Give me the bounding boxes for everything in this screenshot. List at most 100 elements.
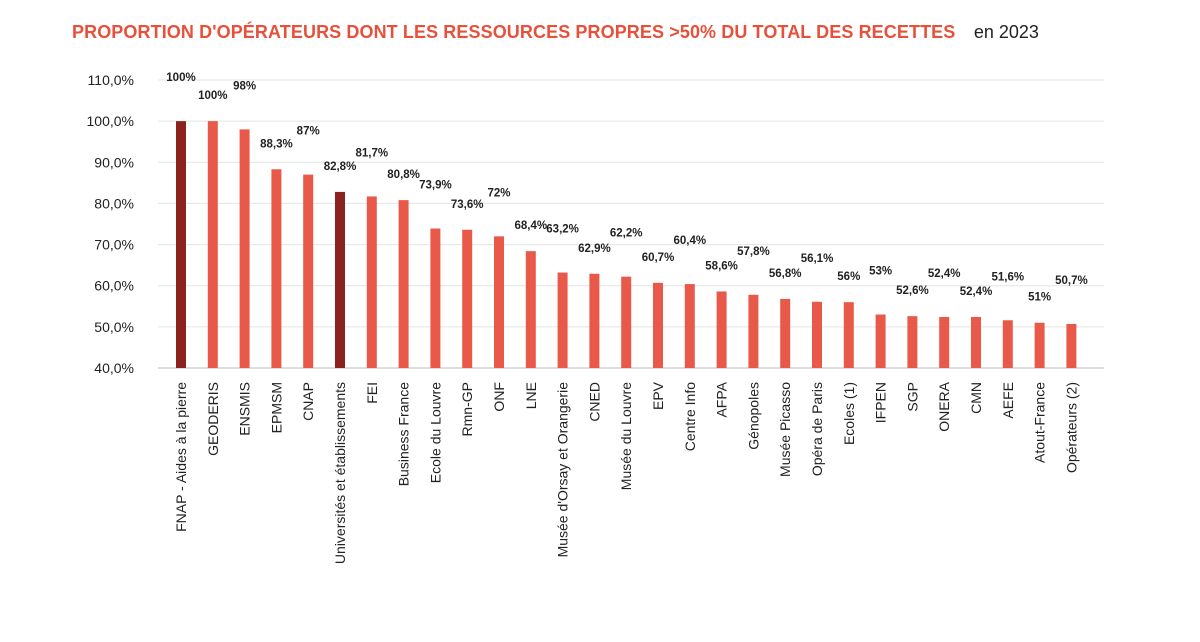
x-tick-label: ENSMIS	[237, 382, 253, 436]
data-label: 80,8%	[387, 169, 420, 181]
bar	[589, 273, 600, 368]
x-tick-label: AEFE	[1000, 382, 1016, 419]
data-label: 72%	[487, 187, 510, 199]
data-label: 73,9%	[419, 180, 452, 192]
x-tick-label: Business France	[396, 382, 412, 486]
data-label: 68,4%	[514, 220, 547, 232]
bar	[748, 294, 759, 368]
chart-title-row: PROPORTION D'OPÉRATEURS DONT LES RESSOUR…	[72, 22, 1039, 43]
data-label: 53%	[869, 266, 892, 278]
data-label: 56%	[837, 271, 860, 283]
data-label: 51,6%	[991, 271, 1024, 283]
data-label: 63,2%	[546, 224, 579, 236]
x-tick-label: Ecoles (1)	[841, 382, 857, 445]
bar	[812, 301, 822, 368]
bars	[176, 121, 1077, 369]
y-tick-label: 80,0%	[94, 195, 134, 211]
y-tick-label: 100,0%	[87, 113, 134, 129]
data-label: 87%	[297, 126, 320, 138]
data-label: 73,6%	[451, 199, 484, 211]
bar	[430, 228, 441, 368]
x-tick-label: EPV	[650, 381, 666, 410]
bar	[621, 276, 632, 368]
y-tick-label: 60,0%	[94, 278, 134, 294]
bar	[1002, 320, 1013, 368]
x-tick-label: ONF	[491, 382, 507, 412]
bar	[525, 251, 536, 368]
bar	[398, 200, 409, 368]
bar	[462, 229, 473, 368]
bar	[494, 236, 504, 368]
bar	[557, 272, 568, 368]
bar	[716, 291, 727, 368]
data-label: 81,7%	[355, 147, 388, 159]
data-label: 56,8%	[769, 268, 802, 280]
x-tick-label: IFPEN	[873, 382, 889, 423]
data-label: 100%	[166, 72, 195, 84]
data-label: 57,8%	[737, 246, 770, 258]
chart-title: PROPORTION D'OPÉRATEURS DONT LES RESSOUR…	[72, 22, 956, 42]
x-tick-label: Universités et établissements	[332, 382, 348, 564]
x-tick-label: AFPA	[714, 381, 730, 417]
bar	[684, 284, 695, 368]
data-label: 52,4%	[960, 286, 993, 298]
bar	[653, 282, 663, 368]
x-tick-label: FEI	[364, 382, 380, 404]
x-tick-label: GEODERIS	[205, 382, 221, 456]
x-tick-label: ONERA	[936, 381, 952, 431]
data-labels: 100%100% 98% 88,3% 87% 82,8% 81,7% 80,8%73,9% 7…	[166, 72, 1087, 304]
x-tick-label: Ecole du Louvre	[427, 382, 443, 483]
data-label: 60,7%	[642, 252, 675, 264]
data-label: 52,6%	[896, 285, 929, 297]
bar	[207, 121, 218, 369]
x-tick-label: EPMSM	[268, 382, 284, 433]
x-tick-label: FNAP - Aides à la pierre	[173, 382, 189, 532]
y-tick-label: 50,0%	[94, 319, 134, 335]
x-tick-label: Opéra de Paris	[809, 382, 825, 476]
data-label: 62,2%	[610, 228, 643, 240]
data-label: 60,4%	[673, 235, 706, 247]
data-label: 51%	[1028, 292, 1051, 304]
x-tick-label: Musée du Louvre	[618, 382, 634, 490]
bar	[1034, 322, 1045, 368]
x-tick-label: Opérateurs (2)	[1063, 382, 1079, 473]
bar	[271, 169, 282, 368]
bar	[303, 174, 314, 368]
bar	[780, 298, 791, 368]
data-label: 50,7%	[1055, 275, 1088, 287]
x-tick-label: Atout-France	[1032, 382, 1048, 463]
bar	[335, 191, 345, 368]
bar	[366, 196, 377, 368]
x-tick-label: LNE	[523, 382, 539, 409]
x-tick-label: Génopoles	[745, 382, 761, 450]
y-axis-ticks: 110,0% 100,0% 90,0% 80,0% 70,0% 60,0% 50,0% 40,…	[87, 72, 134, 376]
x-tick-label: CNAP	[300, 382, 316, 421]
data-label: 98%	[233, 80, 256, 92]
data-label: 52,4%	[928, 268, 961, 280]
x-tick-label: CNED	[586, 382, 602, 422]
bar	[1066, 323, 1077, 368]
x-tick-label: Rmn-GP	[459, 382, 475, 436]
chart-subtitle: en 2023	[973, 22, 1039, 42]
bar	[843, 302, 854, 368]
y-tick-label: 40,0%	[94, 360, 134, 376]
data-label: 88,3%	[260, 138, 293, 150]
data-label: 62,9%	[578, 243, 611, 255]
bar	[939, 316, 950, 368]
x-tick-label: SGP	[904, 382, 920, 412]
data-label: 58,6%	[705, 260, 738, 272]
data-label: 82,8%	[324, 161, 357, 173]
bar	[176, 121, 186, 369]
bar	[907, 316, 918, 368]
data-label: 56,1%	[801, 253, 834, 265]
x-tick-label: Centre Info	[682, 382, 698, 451]
x-tick-label: Musée d'Orsay et Orangerie	[555, 382, 571, 558]
y-tick-label: 70,0%	[94, 237, 134, 253]
bar	[875, 314, 886, 368]
bar	[971, 316, 981, 368]
x-axis-labels: FNAP - Aides à la pierre GEODERIS ENSMIS EP…	[173, 381, 1079, 564]
x-tick-label: Musée Picasso	[777, 382, 793, 477]
data-label: 100%	[198, 90, 227, 102]
bar	[239, 129, 250, 368]
